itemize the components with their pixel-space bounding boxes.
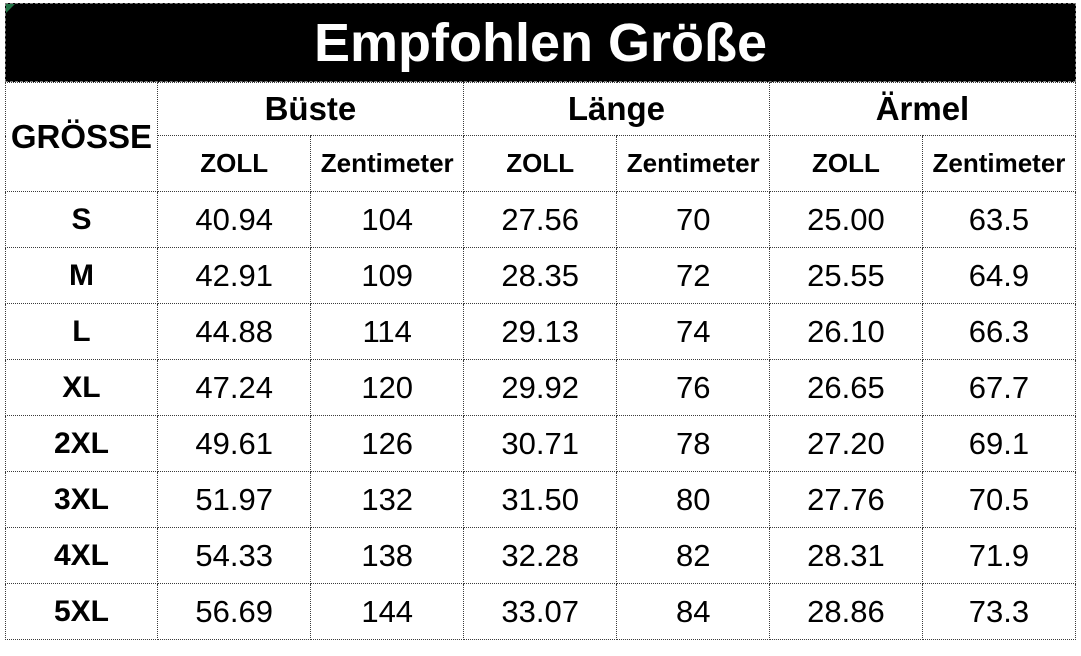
value-cell: 74: [616, 303, 770, 360]
value-cell: 67.7: [921, 359, 1077, 416]
table-body: S 40.94 104 27.56 70 25.00 63.5 M 42.91 …: [5, 191, 1077, 640]
value-cell: 73.3: [921, 583, 1077, 640]
value-cell: 54.33: [156, 527, 312, 584]
value-cell: 47.24: [156, 359, 312, 416]
value-cell: 138: [310, 527, 464, 584]
size-column-header: GRÖSSE: [5, 82, 158, 192]
value-cell: 49.61: [156, 415, 312, 472]
value-cell: 70: [616, 191, 770, 248]
unit-header-bust-inch: ZOLL: [156, 135, 312, 192]
table-row: L 44.88 114 29.13 74 26.10 66.3: [5, 303, 1077, 360]
value-cell: 28.35: [462, 247, 618, 304]
value-cell: 120: [310, 359, 464, 416]
value-cell: 40.94: [156, 191, 312, 248]
value-cell: 28.31: [768, 527, 923, 584]
group-header-bust: Büste: [156, 82, 464, 136]
group-header-length: Länge: [462, 82, 770, 136]
table-row: M 42.91 109 28.35 72 25.55 64.9: [5, 247, 1077, 304]
value-cell: 31.50: [462, 471, 618, 528]
value-cell: 76: [616, 359, 770, 416]
value-cell: 26.10: [768, 303, 923, 360]
page-title: Empfohlen Größe: [313, 12, 767, 73]
value-cell: 44.88: [156, 303, 312, 360]
size-cell: M: [5, 247, 158, 304]
value-cell: 27.20: [768, 415, 923, 472]
value-cell: 69.1: [921, 415, 1077, 472]
value-cell: 25.55: [768, 247, 923, 304]
value-cell: 42.91: [156, 247, 312, 304]
size-cell: L: [5, 303, 158, 360]
table-row: XL 47.24 120 29.92 76 26.65 67.7: [5, 359, 1077, 416]
value-cell: 29.13: [462, 303, 618, 360]
group-header-sleeve: Ärmel: [768, 82, 1077, 136]
table-row: S 40.94 104 27.56 70 25.00 63.5: [5, 191, 1077, 248]
value-cell: 64.9: [921, 247, 1077, 304]
value-cell: 84: [616, 583, 770, 640]
value-cell: 29.92: [462, 359, 618, 416]
size-cell: XL: [5, 359, 158, 416]
unit-header-sleeve-cm: Zentimeter: [921, 135, 1077, 192]
value-cell: 72: [616, 247, 770, 304]
value-cell: 28.86: [768, 583, 923, 640]
table-row: 5XL 56.69 144 33.07 84 28.86 73.3: [5, 583, 1077, 640]
value-cell: 109: [310, 247, 464, 304]
unit-header-length-cm: Zentimeter: [616, 135, 770, 192]
unit-header-row: ZOLL Zentimeter ZOLL Zentimeter ZOLL Zen…: [6, 135, 1077, 192]
size-cell: 4XL: [5, 527, 158, 584]
value-cell: 33.07: [462, 583, 618, 640]
size-cell: S: [5, 191, 158, 248]
value-cell: 144: [310, 583, 464, 640]
value-cell: 104: [310, 191, 464, 248]
value-cell: 66.3: [921, 303, 1077, 360]
table-row: 2XL 49.61 126 30.71 78 27.20 69.1: [5, 415, 1077, 472]
value-cell: 27.76: [768, 471, 923, 528]
unit-header-length-inch: ZOLL: [462, 135, 618, 192]
value-cell: 26.65: [768, 359, 923, 416]
table-row: 4XL 54.33 138 32.28 82 28.31 71.9: [5, 527, 1077, 584]
value-cell: 78: [616, 415, 770, 472]
title-banner: Empfohlen Größe: [5, 3, 1076, 82]
unit-header-bust-cm: Zentimeter: [310, 135, 464, 192]
size-cell: 5XL: [5, 583, 158, 640]
unit-header-sleeve-inch: ZOLL: [768, 135, 923, 192]
value-cell: 25.00: [768, 191, 923, 248]
value-cell: 80: [616, 471, 770, 528]
value-cell: 71.9: [921, 527, 1077, 584]
value-cell: 114: [310, 303, 464, 360]
group-header-row: GRÖSSE Büste Länge Ärmel: [5, 82, 1077, 192]
value-cell: 51.97: [156, 471, 312, 528]
size-cell: 3XL: [5, 471, 158, 528]
size-cell: 2XL: [5, 415, 158, 472]
value-cell: 70.5: [921, 471, 1077, 528]
value-cell: 63.5: [921, 191, 1077, 248]
value-cell: 32.28: [462, 527, 618, 584]
value-cell: 27.56: [462, 191, 618, 248]
value-cell: 132: [310, 471, 464, 528]
value-cell: 126: [310, 415, 464, 472]
size-chart-table: GRÖSSE Büste Länge Ärmel ZOLL Zentimeter…: [5, 82, 1077, 640]
table-row: 3XL 51.97 132 31.50 80 27.76 70.5: [5, 471, 1077, 528]
green-corner-marker: [6, 4, 15, 13]
table-header: GRÖSSE Büste Länge Ärmel ZOLL Zentimeter…: [5, 82, 1077, 192]
value-cell: 56.69: [156, 583, 312, 640]
value-cell: 30.71: [462, 415, 618, 472]
value-cell: 82: [616, 527, 770, 584]
